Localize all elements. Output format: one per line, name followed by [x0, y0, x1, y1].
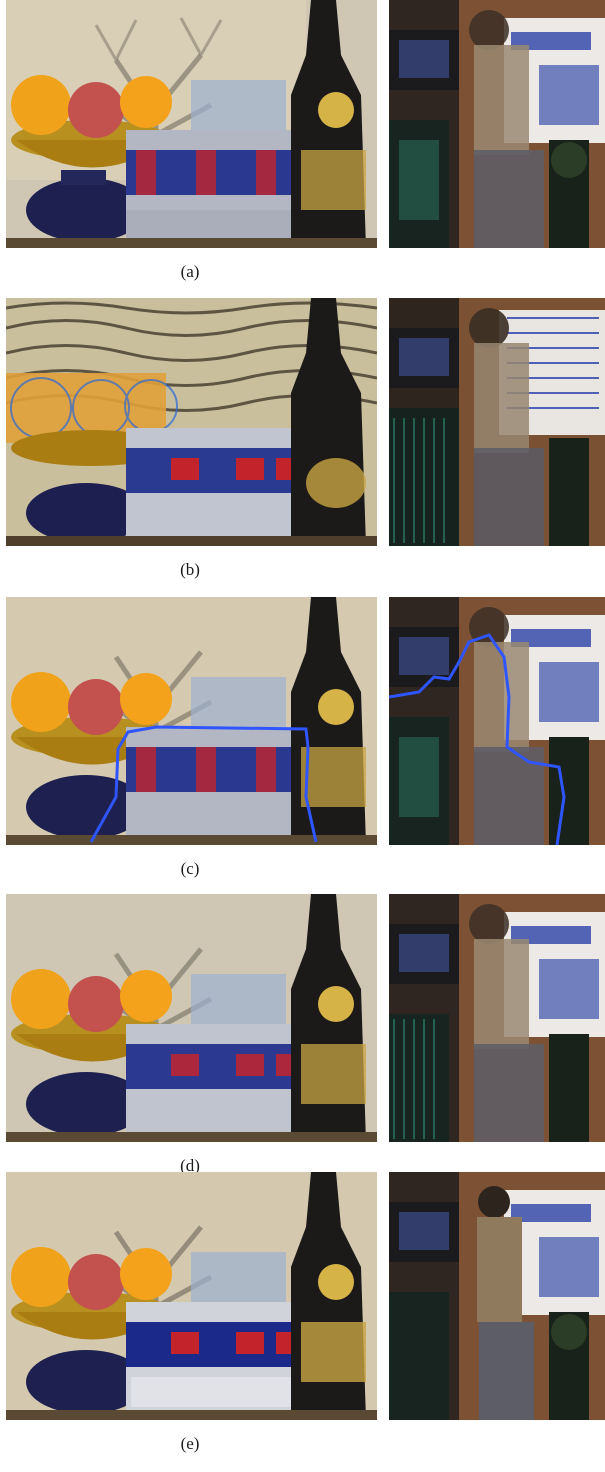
walking-person-image-e	[389, 1172, 605, 1420]
figure-row-e: (e)	[0, 1172, 605, 1472]
walking-person-image-b	[389, 298, 605, 546]
still-life-image-c	[6, 597, 377, 845]
walking-person-image-d	[389, 894, 605, 1142]
figure-row-b: (b)	[0, 298, 605, 598]
figure-row-d: (d)	[0, 894, 605, 1194]
figure-row-c: (c)	[0, 597, 605, 897]
still-life-image-b	[6, 298, 377, 546]
walking-person-image-c	[389, 597, 605, 845]
caption-c: (c)	[180, 859, 200, 878]
still-life-image-d	[6, 894, 377, 1142]
caption-b: (b)	[180, 560, 200, 579]
still-life-image-e	[6, 1172, 377, 1420]
caption-a: (a)	[180, 262, 200, 281]
caption-d: (d)	[180, 1156, 200, 1175]
still-life-image-a	[6, 0, 377, 248]
walking-person-image-a	[389, 0, 605, 248]
caption-e: (e)	[180, 1434, 200, 1453]
figure-row-a: (a)	[0, 0, 605, 300]
